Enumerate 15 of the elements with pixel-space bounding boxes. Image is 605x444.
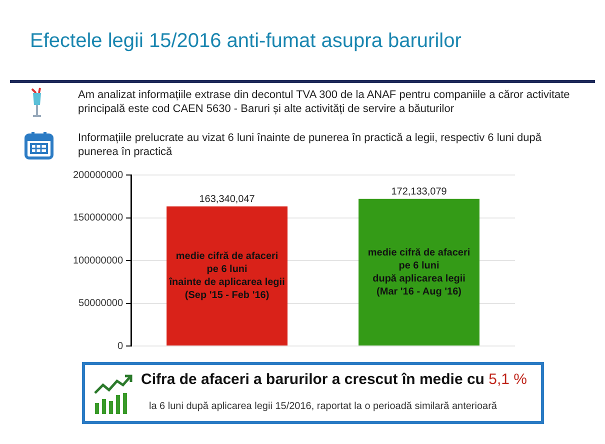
x-tick-label: medie cifră de afaceri pe 6 luni înainte de aplicarea legii (Sep '15 - Feb '16): [168, 251, 286, 302]
text: Informațiile prelucrate au vizat 6 luni înainte de punerea în practică a legii, respectiv 6 luni după punerea în practică: [78, 131, 542, 159]
data-label: 163,340,047: [199, 194, 256, 206]
text: 5,1 %: [488, 371, 527, 388]
data-label: 172,133,079: [391, 186, 448, 198]
y-tick-label: 100000000: [72, 255, 124, 266]
x-tick-label: medie cifră de afaceri pe 6 luni după aplicarea legii (Mar '16 - Aug '16): [368, 247, 470, 298]
text: Cifra de afaceri a barurilor a crescut în medie cu: [141, 371, 484, 388]
chart-title: Efectele legii 15/2016 anti-fumat asupra barurilor: [30, 30, 462, 53]
y-tick-label: 200000000: [72, 170, 124, 181]
y-tick-label: 150000000: [72, 212, 124, 224]
y-tick-label: 0: [117, 340, 124, 352]
y-tick-label: 50000000: [78, 298, 124, 309]
text: la 6 luni după aplicarea legii 15/2016, raportat la o perioadă similară anterioară: [149, 401, 497, 412]
text: Am analizat informațiile extrase din decontul TVA 300 de la ANAF pentru companiile a căror activitate principală este cod CAEN 5630 - Baruri și alte activități de servire a băuturilor: [78, 88, 571, 116]
